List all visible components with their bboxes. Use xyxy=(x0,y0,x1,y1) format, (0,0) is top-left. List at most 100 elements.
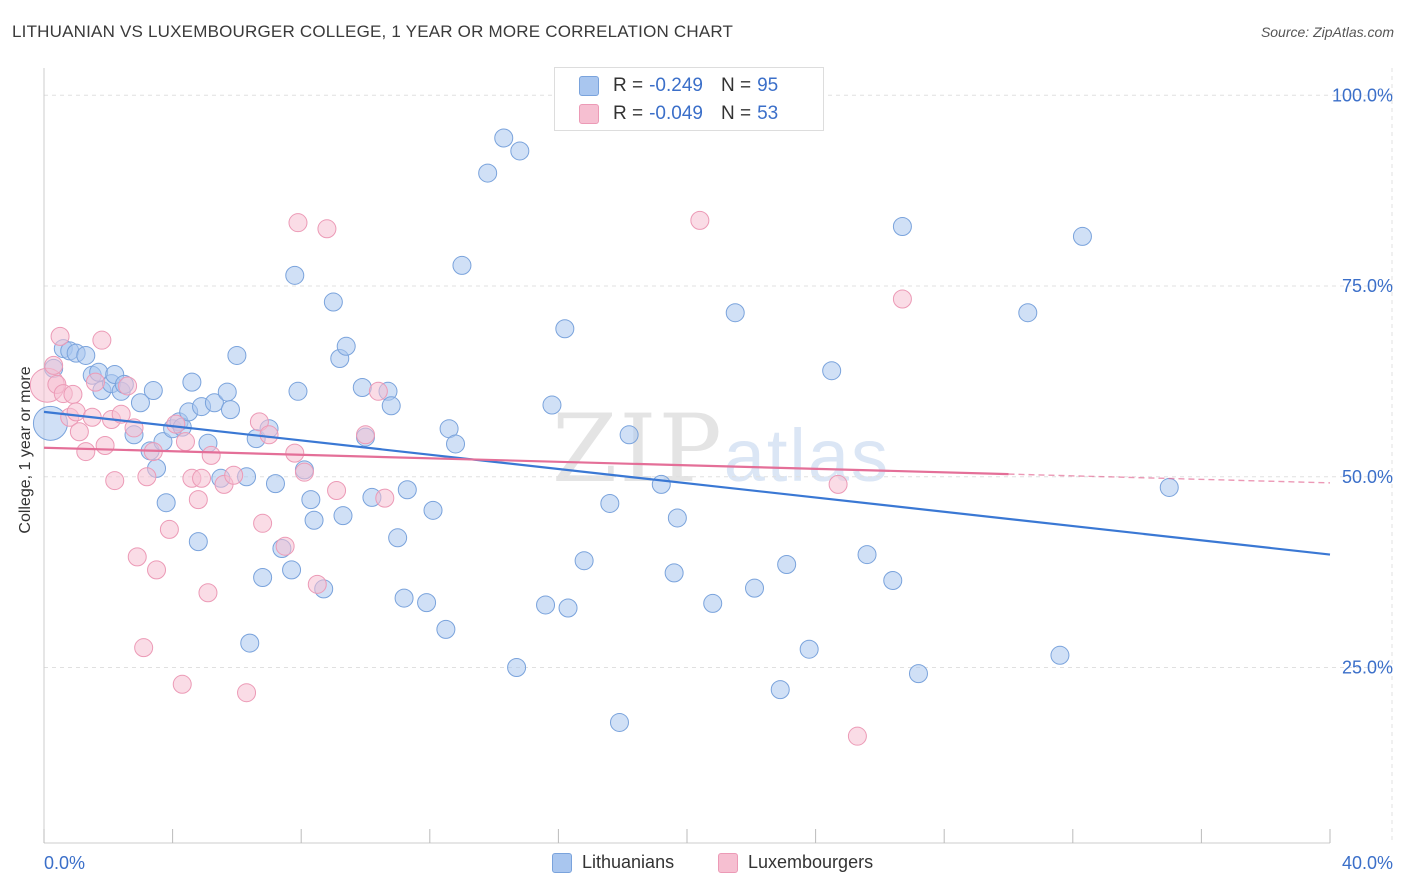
luxembourger-point xyxy=(253,513,273,533)
legend-r-label: R = xyxy=(613,103,644,124)
luxembourger-point xyxy=(69,422,89,442)
y-tick-label: 100.0% xyxy=(1332,85,1393,105)
lithuanian-point xyxy=(857,545,877,565)
luxembourger-point xyxy=(118,376,138,396)
luxembourger-point xyxy=(159,519,179,539)
luxembourger-point xyxy=(285,443,305,463)
lithuanian-point xyxy=(619,425,639,445)
luxembourger-point xyxy=(275,536,295,556)
luxembourger-point xyxy=(224,465,244,485)
luxembourger-point xyxy=(327,480,347,500)
luxembourger-point xyxy=(294,462,314,482)
luxembourger-point xyxy=(690,210,710,230)
lithuanian-point xyxy=(892,216,912,236)
lithuanian-point xyxy=(288,381,308,401)
lithuanian-point xyxy=(745,578,765,598)
lithuanian-point xyxy=(253,567,273,587)
legend-n-label: N = xyxy=(720,103,752,124)
luxembourger-point xyxy=(249,412,269,432)
luxembourger-point xyxy=(44,355,64,375)
luxembourger-point xyxy=(111,404,131,424)
lithuanian-point xyxy=(397,480,417,500)
luxembourger-point xyxy=(66,402,86,422)
lithuanian-point xyxy=(436,619,456,639)
lithuanian-point xyxy=(227,345,247,365)
lithuanian-point xyxy=(333,506,353,526)
lithuanian-point xyxy=(510,141,530,161)
y-tick-label: 50.0% xyxy=(1342,467,1393,487)
luxembourger-point xyxy=(375,488,395,508)
lithuanian-point xyxy=(452,255,472,275)
bottom-legend-lithuanians: Lithuanians xyxy=(552,852,674,873)
lithuanian-point xyxy=(220,400,240,420)
watermark: ZIPatlas xyxy=(552,395,890,504)
lithuanian-point xyxy=(822,361,842,381)
axes xyxy=(43,68,1331,844)
legend-n-label: N = xyxy=(720,75,752,96)
lithuanian-point xyxy=(1072,226,1092,246)
lithuanian-point xyxy=(664,563,684,583)
watermark-atlas: atlas xyxy=(723,414,891,497)
luxembourger-point xyxy=(828,474,848,494)
lithuanian-point xyxy=(204,393,224,413)
trend-lines xyxy=(43,410,1331,556)
bottom-legend-label: Luxembourgers xyxy=(748,852,874,872)
lithuanian-point xyxy=(323,292,343,312)
luxembourger-point xyxy=(259,425,279,445)
luxembourger-point xyxy=(192,468,212,488)
legend-swatch-pink xyxy=(579,104,599,124)
lithuanian-point xyxy=(423,500,443,520)
bottom-legend-swatch-pink xyxy=(718,852,738,873)
lithuanian-point xyxy=(130,393,150,413)
luxembourger-point xyxy=(172,674,192,694)
legend-row-luxembourgers: R = -0.049 N = 53 xyxy=(579,102,778,126)
luxembourger-point xyxy=(50,326,70,346)
legend-n-value: 53 xyxy=(757,103,779,124)
luxembourger-point xyxy=(105,471,125,491)
luxembourgers-points xyxy=(29,210,912,746)
luxembourger-point xyxy=(175,432,195,452)
lithuanian-point xyxy=(143,381,163,401)
luxembourger-point xyxy=(188,490,208,510)
luxembourger-point xyxy=(201,445,221,465)
luxembourger-point xyxy=(137,467,157,487)
lithuanian-point xyxy=(446,434,466,454)
lithuanian-point xyxy=(507,658,527,678)
luxembourger-point xyxy=(134,638,154,658)
luxembourger-point xyxy=(356,425,375,445)
legend-r-value: -0.049 xyxy=(649,103,703,124)
lithuanian-point xyxy=(777,555,797,575)
legend-n-value: 95 xyxy=(757,75,779,96)
luxembourger-point xyxy=(127,547,147,567)
lithuanian-point xyxy=(265,474,285,494)
lithuanian-point xyxy=(1050,645,1070,665)
lithuanian-point xyxy=(558,598,578,618)
lithuanian-point xyxy=(703,593,723,613)
lithuanians-points xyxy=(32,128,1179,732)
lithuanian-point xyxy=(667,508,687,528)
lithuanian-point xyxy=(336,336,356,356)
lithuanian-trend-line xyxy=(43,410,1331,556)
legend-row-lithuanians: R = -0.249 N = 95 xyxy=(579,74,778,98)
luxembourger-point xyxy=(92,330,112,350)
legend-r-label: R = xyxy=(613,75,644,96)
luxembourger-point xyxy=(307,574,327,594)
bottom-legend-luxembourgers: Luxembourgers xyxy=(718,852,873,873)
watermark-zip: ZIP xyxy=(552,395,724,504)
correlation-legend: R = -0.249 N = 95 R = -0.049 N = 53 xyxy=(554,67,824,131)
gridlines xyxy=(44,68,1393,843)
luxembourger-trend-line-extension xyxy=(1008,473,1331,484)
source-label: Source: ZipAtlas.com xyxy=(1260,24,1394,40)
lithuanian-point xyxy=(188,532,208,552)
lithuanian-point xyxy=(1018,303,1038,323)
lithuanian-point xyxy=(799,639,819,659)
lithuanian-point xyxy=(156,493,176,513)
lithuanian-point xyxy=(770,680,790,700)
luxembourger-point xyxy=(892,289,912,309)
y-tick-label: 75.0% xyxy=(1342,276,1393,296)
lithuanian-point xyxy=(555,319,575,339)
legend-r-value: -0.249 xyxy=(649,75,703,96)
lithuanian-point xyxy=(908,664,928,684)
lithuanian-point xyxy=(240,633,260,653)
